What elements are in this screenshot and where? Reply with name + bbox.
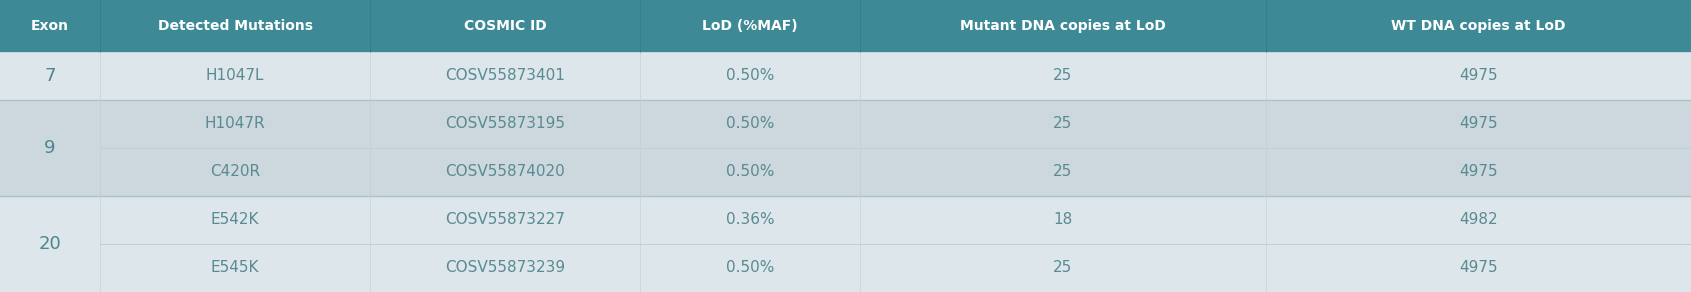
Text: C420R: C420R [210,164,260,180]
Text: COSV55873195: COSV55873195 [445,117,565,131]
Text: H1047R: H1047R [205,117,265,131]
Text: 0.50%: 0.50% [725,117,774,131]
Bar [0,0,1691,52]
Text: 0.36%: 0.36% [725,213,774,227]
Text: 20: 20 [39,235,61,253]
Text: COSV55874020: COSV55874020 [445,164,565,180]
Text: COSV55873401: COSV55873401 [445,69,565,84]
Text: 4975: 4975 [1459,164,1498,180]
Text: Exon: Exon [30,19,69,33]
Text: 4975: 4975 [1459,69,1498,84]
Text: Mutant DNA copies at LoD: Mutant DNA copies at LoD [960,19,1165,33]
Text: 25: 25 [1053,117,1072,131]
Text: 7: 7 [44,67,56,85]
Text: 4982: 4982 [1459,213,1498,227]
Bar [0,52,1691,100]
Text: 9: 9 [44,139,56,157]
Text: 4975: 4975 [1459,117,1498,131]
Bar [0,196,1691,292]
Text: 0.50%: 0.50% [725,260,774,275]
Text: 25: 25 [1053,260,1072,275]
Text: COSV55873239: COSV55873239 [445,260,565,275]
Text: 25: 25 [1053,69,1072,84]
Text: 18: 18 [1053,213,1072,227]
Text: H1047L: H1047L [206,69,264,84]
Text: COSMIC ID: COSMIC ID [463,19,546,33]
Text: 4975: 4975 [1459,260,1498,275]
Text: COSV55873227: COSV55873227 [445,213,565,227]
Text: E545K: E545K [211,260,259,275]
Text: WT DNA copies at LoD: WT DNA copies at LoD [1392,19,1566,33]
Text: LoD (%MAF): LoD (%MAF) [702,19,798,33]
Text: Detected Mutations: Detected Mutations [157,19,313,33]
Text: E542K: E542K [211,213,259,227]
Bar [0,100,1691,196]
Text: 0.50%: 0.50% [725,69,774,84]
Text: 0.50%: 0.50% [725,164,774,180]
Text: 25: 25 [1053,164,1072,180]
